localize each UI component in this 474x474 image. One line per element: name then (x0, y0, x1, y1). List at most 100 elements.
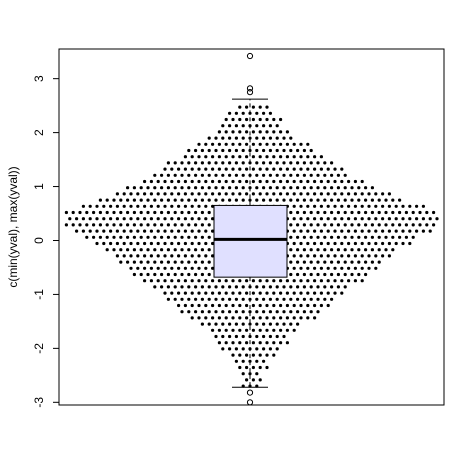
swarm-point (313, 254, 317, 258)
swarm-point (119, 235, 123, 239)
swarm-point (200, 272, 204, 277)
swarm-point (262, 148, 266, 153)
swarm-point (207, 210, 211, 215)
swarm-point (85, 210, 89, 215)
swarm-point (132, 235, 136, 239)
swarm-point (187, 310, 191, 314)
swarm-point (370, 260, 374, 264)
swarm-point (309, 161, 313, 165)
swarm-point (194, 260, 198, 264)
y-axis: -3 -2 -1 0 1 2 3 (32, 75, 60, 408)
swarm-point (187, 161, 191, 165)
swarm-point (75, 217, 79, 221)
swarm-point (302, 248, 306, 252)
swarm-point (275, 198, 279, 202)
swarm-point (163, 254, 167, 258)
swarm-point (187, 235, 191, 239)
swarm-point (217, 303, 221, 308)
swarm-point (333, 266, 337, 270)
swarm-point (170, 192, 174, 196)
swarm-point (115, 254, 119, 258)
swarm-point (200, 173, 204, 177)
swarm-point (160, 235, 164, 239)
swarm-point (330, 248, 334, 252)
swarm-point (323, 210, 327, 215)
swarm-point (217, 341, 221, 345)
swarm-point (136, 241, 140, 246)
swarm-point (245, 378, 249, 382)
swarm-point (387, 217, 391, 221)
swarm-point (160, 223, 164, 227)
swarm-point (336, 235, 340, 239)
swarm-point (401, 229, 405, 233)
swarm-point (180, 173, 184, 177)
swarm-point (238, 142, 242, 146)
swarm-point (306, 155, 310, 159)
swarm-point (204, 179, 208, 184)
swarm-point (340, 229, 344, 233)
swarm-point (306, 303, 310, 308)
swarm-point (272, 117, 276, 122)
swarm-point (353, 204, 357, 208)
swarm-point (166, 198, 170, 202)
swarm-point (126, 235, 130, 239)
swarm-point (170, 279, 174, 283)
swarm-point (323, 161, 327, 165)
swarm-point (313, 241, 317, 246)
swarm-point (177, 291, 181, 295)
swarm-point (265, 365, 269, 370)
swarm-point (139, 235, 143, 239)
swarm-point (197, 192, 201, 196)
swarm-point (102, 217, 106, 221)
swarm-point (340, 192, 344, 196)
swarm-point (272, 179, 276, 184)
swarm-point (95, 217, 99, 221)
swarm-point (381, 241, 385, 246)
swarm-point (398, 223, 402, 227)
swarm-point (370, 186, 374, 190)
swarm-point (129, 229, 133, 233)
swarm-point (404, 223, 408, 227)
swarm-point (228, 285, 232, 289)
swarm-point (248, 322, 252, 326)
swarm-point (302, 285, 306, 289)
swarm-point (214, 310, 218, 314)
swarm-point (245, 105, 249, 109)
swarm-point (132, 186, 136, 190)
swarm-point (309, 310, 313, 314)
swarm-point (187, 297, 191, 301)
swarm-point (265, 303, 269, 308)
swarm-point (336, 198, 340, 202)
swarm-point (279, 142, 283, 146)
swarm-point (139, 223, 143, 227)
swarm-point (187, 260, 191, 264)
swarm-point (238, 365, 242, 370)
swarm-point (306, 254, 310, 258)
swarm-point (319, 217, 323, 221)
swarm-point (309, 223, 313, 227)
swarm-point (275, 136, 279, 140)
swarm-point (306, 316, 310, 320)
swarm-point (92, 210, 96, 215)
outlier-point (246, 389, 254, 396)
swarm-point (296, 285, 300, 289)
swarm-point (255, 198, 259, 202)
swarm-point (336, 186, 340, 190)
swarm-point (323, 285, 327, 289)
swarm-point (330, 186, 334, 190)
swarm-point (279, 192, 283, 196)
swarm-point (299, 204, 303, 208)
swarm-point (282, 334, 286, 339)
swarm-point (296, 198, 300, 202)
swarm-point (224, 130, 228, 134)
swarm-point (258, 179, 262, 184)
swarm-point (296, 297, 300, 301)
swarm-point (177, 192, 181, 196)
swarm-point (279, 341, 283, 345)
swarm-point (313, 229, 317, 233)
swarm-point (258, 155, 262, 159)
swarm-point (194, 248, 198, 252)
swarm-point (360, 266, 364, 270)
swarm-point (194, 173, 198, 177)
swarm-point (275, 347, 279, 351)
